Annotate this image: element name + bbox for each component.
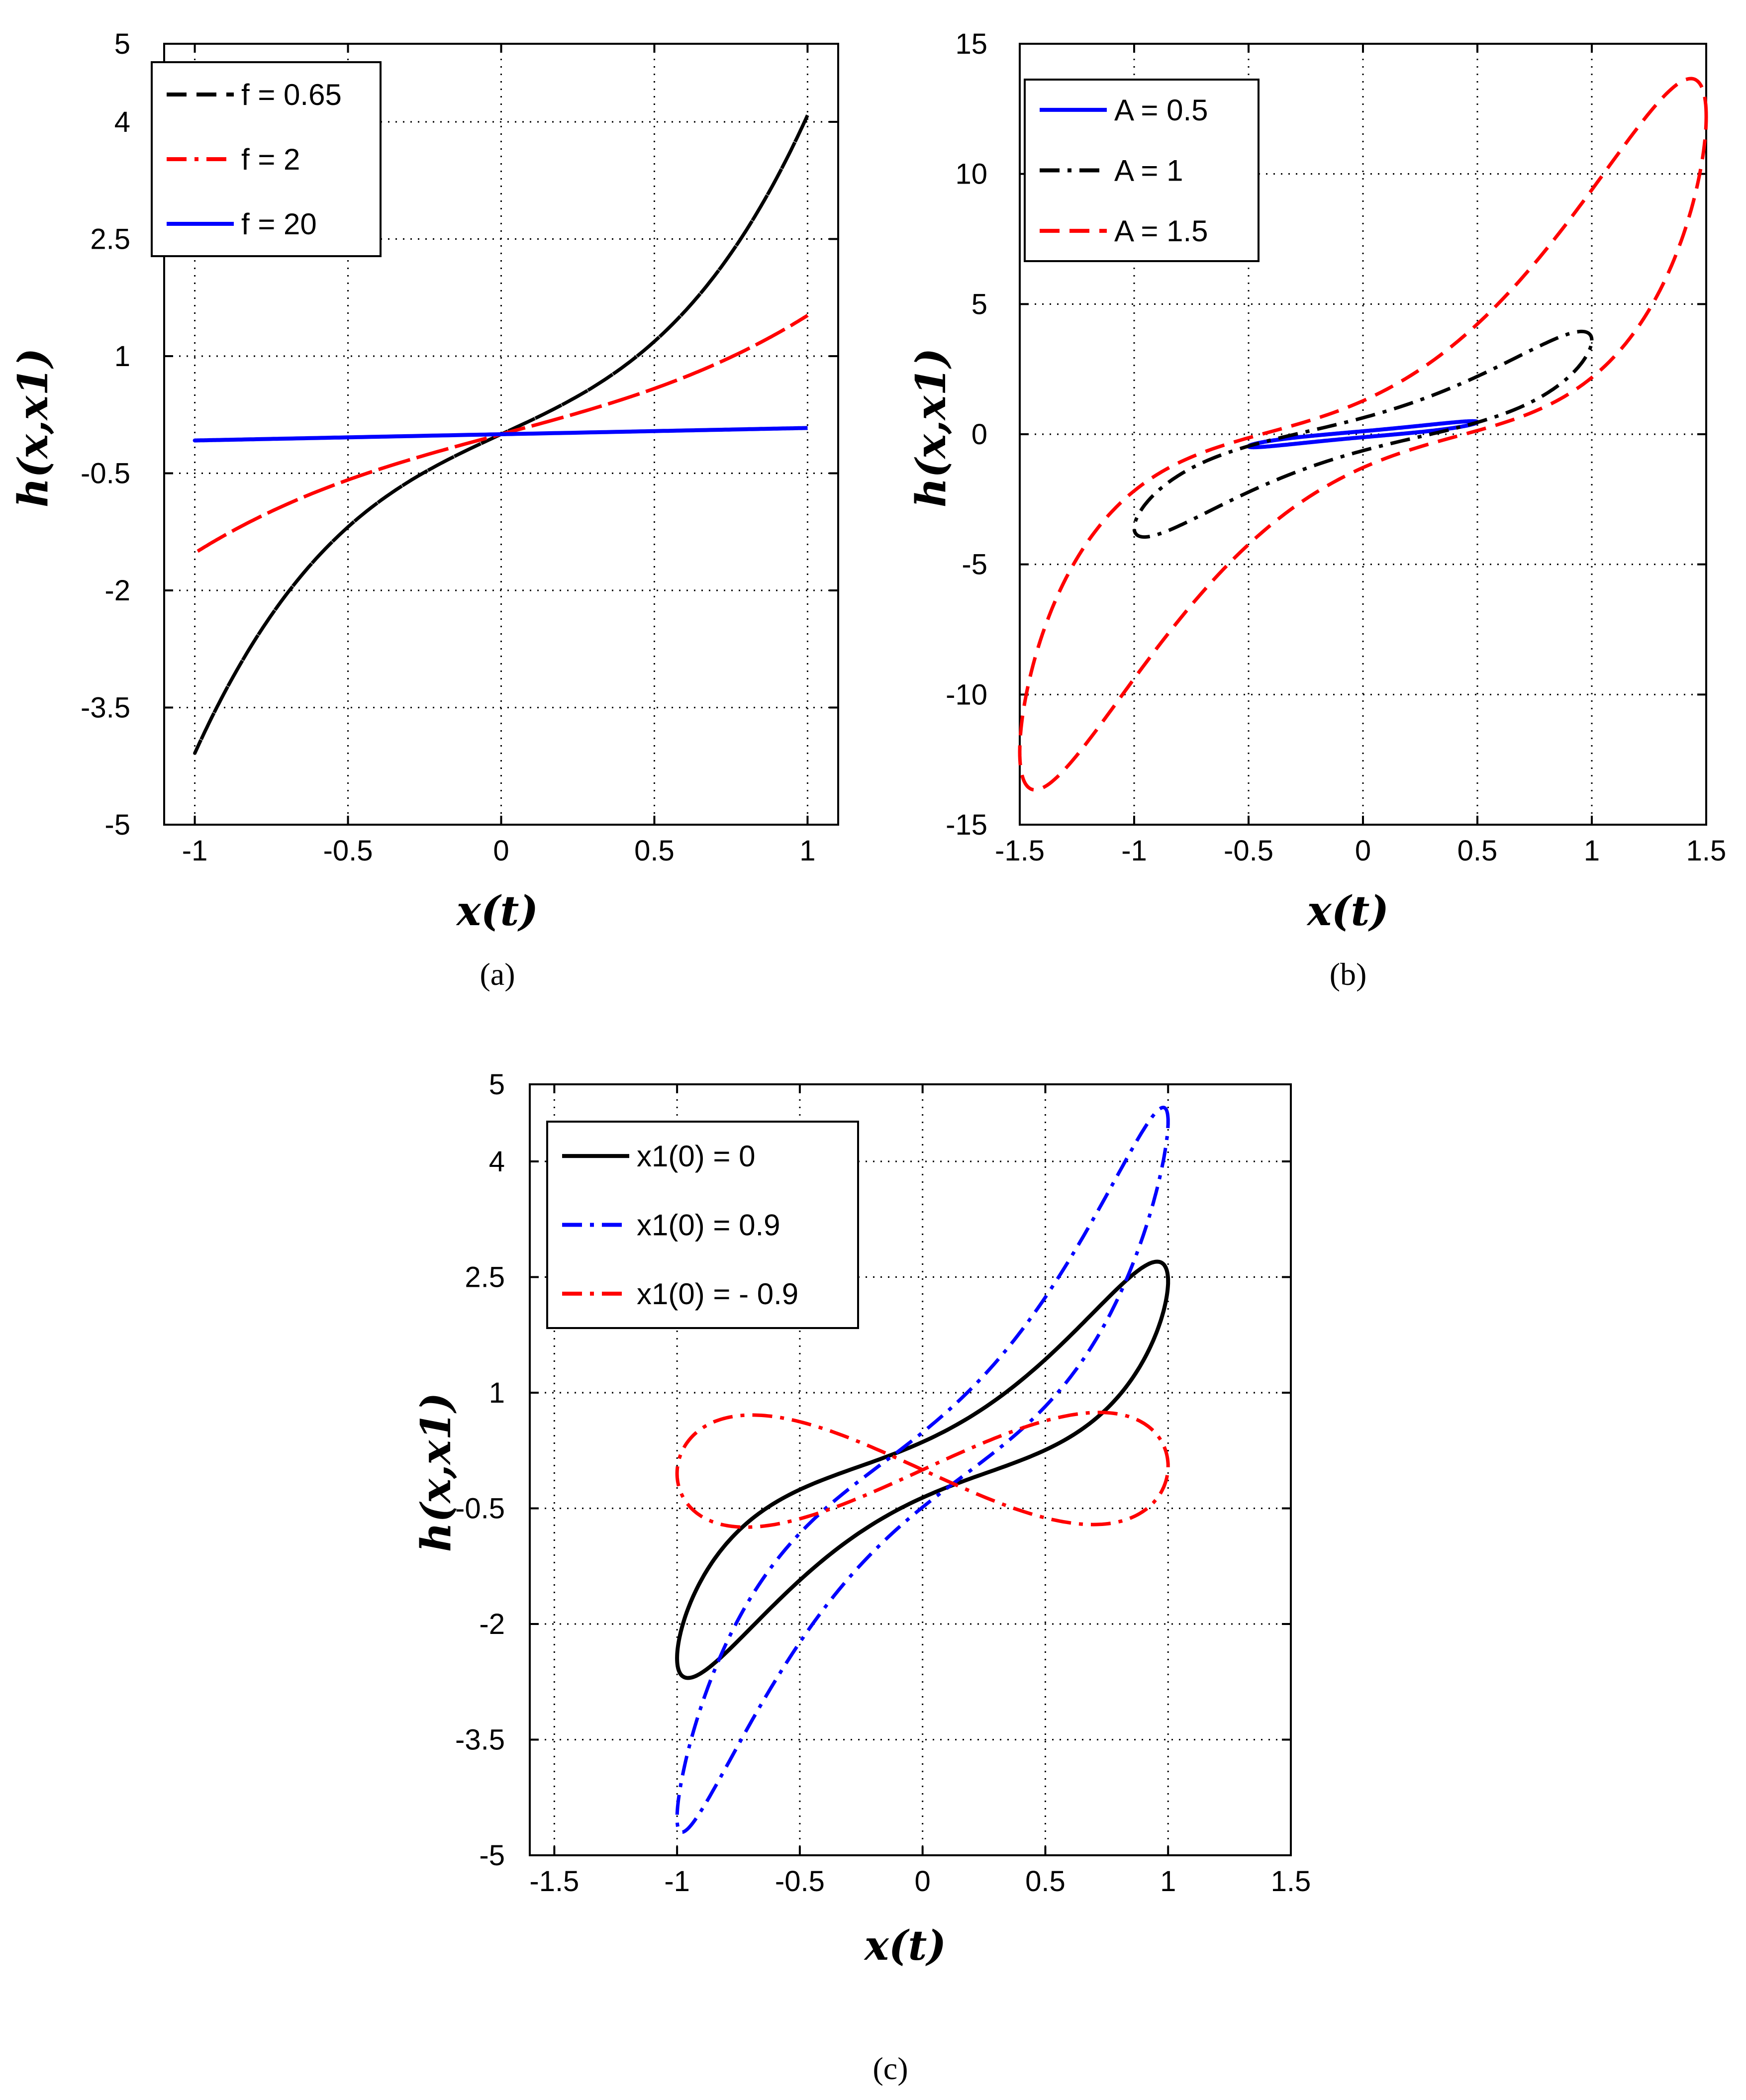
series-line-3 <box>193 426 810 443</box>
y-tick-label: -3.5 <box>455 1724 505 1756</box>
x-tick-label: 0.5 <box>1457 835 1498 867</box>
x-tick-label: 0 <box>915 1865 931 1898</box>
panel-caption: (a) <box>480 956 515 992</box>
panel-caption: (b) <box>1330 956 1367 992</box>
y-axis-label: h(x,x1) <box>9 348 57 508</box>
x-tick-label: 0.5 <box>634 835 675 867</box>
panel-caption: (c) <box>873 2051 908 2086</box>
x-tick-label: -1 <box>182 835 208 867</box>
legend-label: f = 2 <box>241 143 300 176</box>
series-line-2 <box>1132 329 1594 539</box>
y-tick-label: 1 <box>114 340 130 373</box>
x-axis-label: x(t) <box>1306 887 1389 935</box>
x-tick-label: 1.5 <box>1686 835 1727 867</box>
y-tick-label: 5 <box>971 288 987 320</box>
series-line-1 <box>193 113 809 755</box>
y-tick-label: -5 <box>104 809 130 841</box>
y-tick-label: 2.5 <box>90 223 130 256</box>
legend: f = 0.65 f = 2 f = 20 <box>151 61 382 257</box>
legend-label: x1(0) = - 0.9 <box>637 1277 798 1311</box>
y-tick-label: 15 <box>955 28 987 60</box>
y-tick-label: 5 <box>489 1068 505 1101</box>
y-tick-label: -0.5 <box>455 1493 505 1525</box>
y-tick-label: -2 <box>479 1608 505 1640</box>
y-tick-label: 10 <box>955 158 987 191</box>
x-axis-label: x(t) <box>864 1922 946 1970</box>
y-tick-label: -5 <box>962 549 987 581</box>
x-tick-label: -0.5 <box>775 1865 825 1898</box>
legend-box <box>1024 79 1260 262</box>
y-tick-label: 2.5 <box>465 1261 505 1294</box>
legend-label: A = 1.5 <box>1114 214 1208 248</box>
x-tick-label: 1 <box>1584 835 1600 867</box>
x-tick-label: 0 <box>1355 835 1371 867</box>
legend: x1(0) = 0 x1(0) = 0.9 x1(0) = - 0.9 <box>546 1121 859 1329</box>
y-tick-label: -2 <box>104 574 130 607</box>
y-tick-label: 4 <box>489 1145 505 1178</box>
y-axis-label: h(x,x1) <box>412 1393 460 1552</box>
y-tick-label: 4 <box>114 106 130 138</box>
y-tick-label: -10 <box>946 678 987 711</box>
legend-label: f = 0.65 <box>241 78 342 111</box>
x-tick-label: -1.5 <box>995 835 1045 867</box>
y-tick-label: 5 <box>114 28 130 60</box>
y-tick-label: -3.5 <box>81 692 130 724</box>
y-tick-label: -5 <box>479 1839 505 1872</box>
legend-label: x1(0) = 0 <box>637 1140 755 1173</box>
x-tick-label: 0.5 <box>1025 1865 1066 1898</box>
x-tick-label: 1 <box>1160 1865 1176 1898</box>
x-tick-label: 1.5 <box>1271 1865 1311 1898</box>
series-line-2 <box>675 1106 1170 1834</box>
y-tick-label: 0 <box>971 418 987 451</box>
x-tick-label: -0.5 <box>323 835 373 867</box>
legend-label: x1(0) = 0.9 <box>637 1209 780 1242</box>
chart-panel-c: -1.5 -1 -0.5 0 0.5 1 1.5 -5 -3.5 -2 -0.5 1 2.5 4 5 x1(0… <box>412 1068 1311 2086</box>
x-tick-label: -1 <box>664 1865 690 1898</box>
x-tick-label: 1 <box>799 835 815 867</box>
x-tick-label: 0 <box>493 835 509 867</box>
x-tick-label: -0.5 <box>1224 835 1273 867</box>
series-line-3 <box>1018 77 1708 792</box>
x-tick-label: -1.5 <box>529 1865 579 1898</box>
legend-label: A = 1 <box>1114 154 1183 188</box>
legend-label: A = 0.5 <box>1114 94 1208 127</box>
legend-label: f = 20 <box>241 207 317 241</box>
y-axis-label: h(x,x1) <box>907 348 955 508</box>
y-tick-label: 1 <box>489 1377 505 1409</box>
x-tick-label: -1 <box>1121 835 1147 867</box>
y-tick-label: -0.5 <box>81 458 130 490</box>
series-line-1 <box>675 1259 1170 1680</box>
x-axis-label: x(t) <box>456 887 538 935</box>
series-line-2 <box>193 313 809 555</box>
y-tick-label: -15 <box>946 809 987 841</box>
legend: A = 0.5 A = 1 A = 1.5 <box>1024 79 1260 262</box>
series-line-3 <box>675 1411 1170 1529</box>
